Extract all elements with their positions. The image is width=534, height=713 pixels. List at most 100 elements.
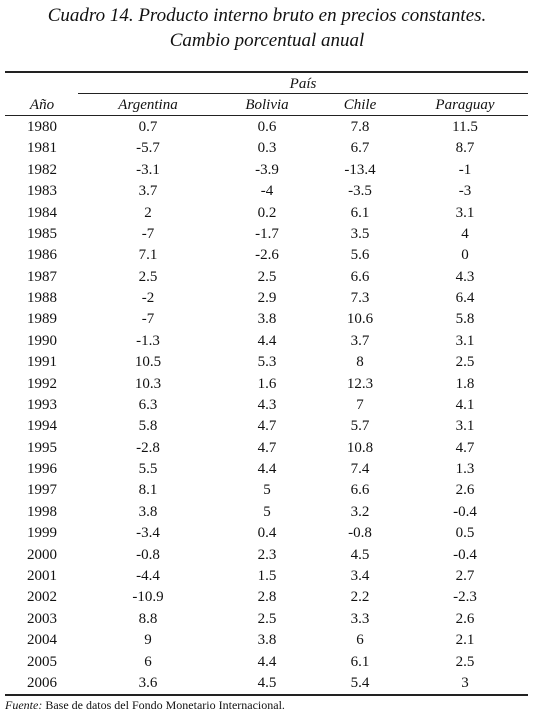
value-cell: 2.8	[257, 589, 277, 606]
value-cell: 4	[461, 225, 469, 242]
value-cell: -0.4	[453, 546, 477, 563]
value-cell: 7.4	[350, 461, 370, 478]
value-cell: 0.7	[138, 119, 158, 135]
value-cell: 8	[356, 354, 364, 371]
value-cell: 2.5	[455, 653, 475, 670]
year-cell: 1988	[27, 290, 57, 307]
year-cell: 1983	[27, 183, 57, 200]
value-cell: 0.3	[257, 140, 277, 157]
value-cell: -3.5	[348, 183, 372, 200]
value-cell: 3.1	[455, 418, 475, 435]
year-cell: 1981	[27, 140, 57, 157]
value-cell: 3	[461, 674, 469, 691]
top-rule	[5, 71, 528, 73]
value-cell: 4.7	[455, 439, 475, 456]
value-cell: 3.4	[350, 567, 370, 584]
value-cell: 7.3	[350, 290, 370, 307]
value-cell: -7	[141, 311, 155, 328]
value-cell: 4.3	[257, 396, 277, 413]
value-cell: -13.4	[344, 161, 376, 178]
year-cell: 1993	[27, 396, 57, 413]
value-cell: 7	[356, 396, 364, 413]
value-cell: 3.8	[138, 503, 158, 520]
value-cell: -4.4	[136, 567, 160, 584]
title-line: Cambio porcentual anual	[169, 30, 365, 51]
value-cell: 2	[144, 204, 152, 221]
value-cell: 3.3	[350, 610, 370, 627]
value-cell: -3	[458, 183, 472, 200]
value-cell: 6.1	[350, 204, 370, 221]
value-cell: 5.8	[138, 418, 158, 435]
value-cell: 6.4	[455, 290, 475, 307]
value-cell: 5.6	[350, 247, 370, 264]
year-cell: 2001	[27, 567, 57, 584]
value-cell: 5.7	[350, 418, 370, 435]
value-cell: -3.4	[136, 525, 160, 542]
title-line: Cuadro 14. Producto interno bruto en pre…	[47, 5, 487, 26]
column-header: Año	[29, 97, 55, 113]
value-cell: 7.8	[350, 119, 370, 135]
year-cell: 1980	[27, 119, 57, 135]
value-cell: 4.4	[257, 332, 277, 349]
value-cell: -10.9	[132, 589, 164, 606]
source-label: Fuente:	[5, 698, 43, 712]
year-cell: 1982	[27, 161, 57, 178]
value-cell: -7	[141, 225, 155, 242]
value-cell: 2.5	[138, 268, 158, 285]
year-cell: 1998	[27, 503, 57, 520]
value-cell: 2.3	[257, 546, 277, 563]
value-cell: -1	[458, 161, 472, 178]
value-cell: 4.4	[257, 653, 277, 670]
value-cell: 10.3	[134, 375, 162, 392]
value-cell: 6.7	[350, 140, 370, 157]
value-cell: 4.7	[257, 418, 277, 435]
value-cell: 8.1	[138, 482, 158, 499]
year-cell: 2004	[27, 632, 57, 649]
year-cell: 1990	[27, 332, 57, 349]
value-cell: 6.3	[138, 396, 158, 413]
value-cell: 2.6	[455, 482, 475, 499]
value-cell: 3.5	[350, 225, 370, 242]
value-cell: 2.9	[257, 290, 277, 307]
source-text: Base de datos del Fondo Monetario Intern…	[45, 698, 285, 712]
year-cell: 1994	[27, 418, 57, 435]
value-cell: 1.3	[455, 461, 475, 478]
value-cell: 9	[144, 632, 152, 649]
value-cell: -5.7	[136, 140, 160, 157]
value-cell: 10.8	[346, 439, 374, 456]
value-cell: 4.5	[350, 546, 370, 563]
value-cell: 6.6	[350, 268, 370, 285]
value-cell: 3.1	[455, 332, 475, 349]
value-cell: 3.2	[350, 503, 370, 520]
year-cell: 1992	[27, 375, 57, 392]
value-cell: 12.3	[346, 375, 374, 392]
value-cell: 2.7	[455, 567, 475, 584]
value-cell: 4.5	[257, 674, 277, 691]
column-header: Bolivia	[245, 97, 289, 113]
value-cell: 4.1	[455, 396, 475, 413]
value-cell: 1.5	[257, 567, 277, 584]
column-header: Paraguay	[435, 97, 495, 113]
year-cell: 2002	[27, 589, 57, 606]
value-cell: -4	[260, 183, 274, 200]
value-cell: 6	[356, 632, 364, 649]
group-header: País	[289, 76, 317, 92]
value-cell: -1.7	[255, 225, 279, 242]
year-cell: 1999	[27, 525, 57, 542]
value-cell: -3.9	[255, 161, 279, 178]
value-cell: 3.8	[257, 632, 277, 649]
year-cell: 1989	[27, 311, 57, 328]
value-cell: 0	[461, 247, 469, 264]
value-cell: 3.7	[350, 332, 370, 349]
year-cell: 2000	[27, 546, 57, 563]
year-cell: 2003	[27, 610, 57, 627]
value-cell: 3.7	[138, 183, 158, 200]
value-cell: 2.5	[257, 610, 277, 627]
value-cell: 4.4	[257, 461, 277, 478]
value-cell: -3.1	[136, 161, 160, 178]
header-rule	[5, 115, 528, 116]
value-cell: 0.5	[455, 525, 475, 542]
value-cell: 2.5	[455, 354, 475, 371]
footnote: Fuente: Base de datos del Fondo Monetari…	[5, 699, 285, 711]
